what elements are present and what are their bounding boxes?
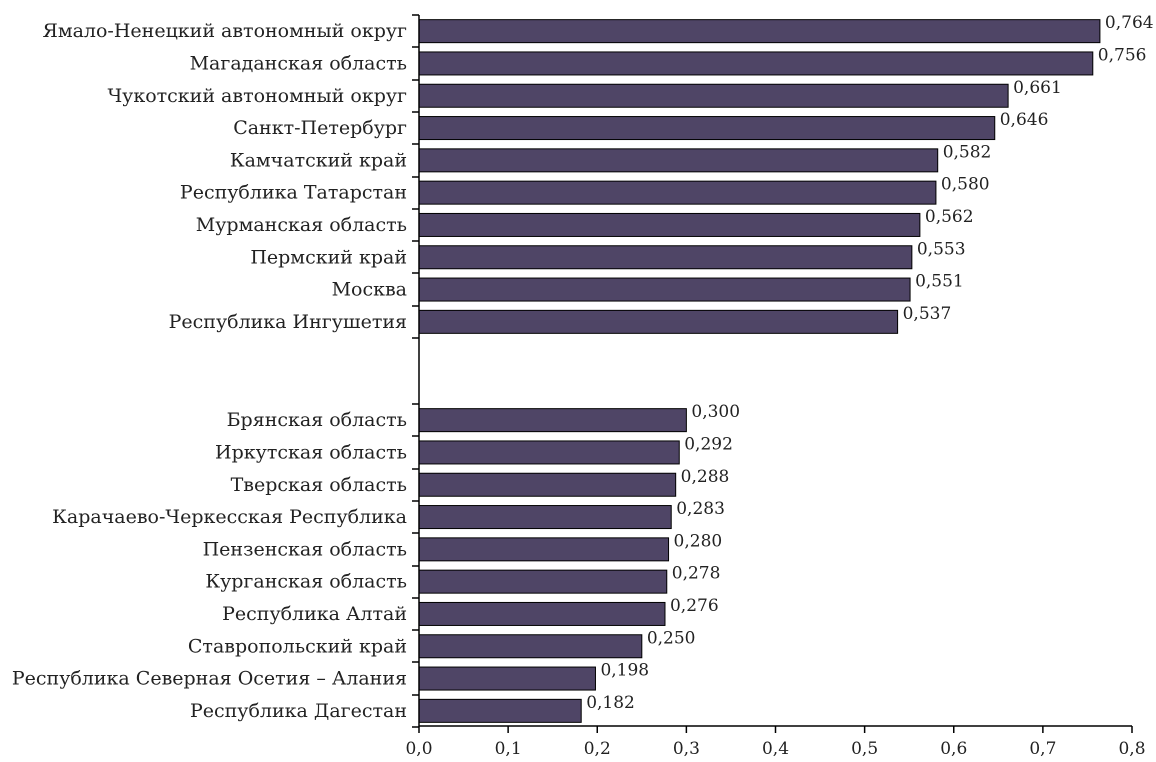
value-label: 0,276: [670, 596, 719, 616]
value-label: 0,280: [674, 531, 723, 551]
value-label: 0,764: [1105, 13, 1154, 33]
bar: [418, 440, 680, 465]
x-tick-label: 0,1: [495, 739, 522, 759]
category-label: Ямало-Ненецкий автономный округ: [42, 20, 407, 42]
x-tick-label: 0,6: [940, 739, 967, 759]
category-label: Иркутская область: [215, 441, 407, 463]
category-label: Республика Алтай: [222, 603, 407, 625]
value-label: 0,300: [691, 402, 740, 422]
bar: [418, 148, 939, 173]
value-label: 0,537: [903, 304, 952, 324]
bar: [418, 83, 1009, 108]
value-label: 0,551: [915, 272, 964, 292]
labels-layer: Ямало-Ненецкий автономный округ 0,764 Мага…: [12, 13, 1154, 722]
value-label: 0,278: [672, 564, 721, 584]
category-label: Брянская область: [227, 409, 407, 431]
category-label: Республика Дагестан: [190, 700, 407, 722]
bar: [418, 245, 913, 270]
category-label: Ставропольский край: [188, 635, 407, 657]
bar: [418, 601, 666, 626]
x-tick-label: 0,3: [673, 739, 700, 759]
x-tick-label: 0,7: [1029, 739, 1056, 759]
bar: [418, 505, 672, 530]
value-label: 0,580: [941, 175, 990, 195]
category-label: Карачаево-Черкесская Республика: [52, 506, 407, 528]
x-tick-label: 0,5: [851, 739, 878, 759]
category-label: Москва: [332, 279, 407, 301]
category-label: Камчатский край: [230, 149, 407, 171]
category-label: Магаданская область: [190, 52, 407, 74]
bars-layer: [418, 19, 1101, 723]
value-label: 0,661: [1013, 78, 1062, 98]
category-label: Чукотский автономный округ: [107, 85, 407, 107]
bar: [418, 51, 1094, 76]
bar: [418, 537, 670, 562]
x-tick-label: 0,8: [1118, 739, 1145, 759]
bar: [418, 116, 996, 141]
value-label: 0,646: [1000, 110, 1049, 130]
value-label: 0,756: [1098, 45, 1147, 65]
bar: [418, 180, 937, 205]
value-label: 0,288: [681, 467, 730, 487]
value-label: 0,553: [917, 239, 966, 259]
value-label: 0,582: [943, 142, 992, 162]
x-tick-label: 0,4: [762, 739, 789, 759]
value-label: 0,198: [600, 661, 649, 681]
value-label: 0,283: [676, 499, 725, 519]
category-label: Пермский край: [250, 246, 407, 268]
bar: [418, 408, 687, 433]
category-label: Тверская область: [231, 474, 407, 496]
bar: [418, 634, 643, 659]
axes-layer: 0,0 0,1 0,2 0,3 0,4 0,5 0,6 0,7 0,8: [405, 14, 1146, 759]
bar: [418, 19, 1101, 44]
category-label: Республика Ингушетия: [169, 311, 407, 333]
category-label: Республика Северная Осетия – Алания: [12, 668, 407, 690]
bar: [418, 666, 596, 691]
bar: [418, 698, 582, 723]
bar: [418, 569, 668, 594]
value-label: 0,562: [925, 207, 974, 227]
bar: [418, 472, 677, 497]
category-label: Мурманская область: [196, 214, 407, 236]
category-label: Курганская область: [205, 571, 407, 593]
bar: [418, 277, 911, 302]
category-label: Санкт-Петербург: [233, 117, 407, 139]
category-label: Пензенская область: [203, 538, 407, 560]
value-label: 0,250: [647, 628, 696, 648]
x-tick-label: 0,0: [405, 739, 432, 759]
category-label: Республика Татарстан: [180, 182, 407, 204]
x-tick-label: 0,2: [584, 739, 611, 759]
bar: [418, 309, 899, 334]
value-label: 0,292: [684, 434, 733, 454]
value-label: 0,182: [586, 693, 635, 713]
bar: [418, 212, 921, 237]
